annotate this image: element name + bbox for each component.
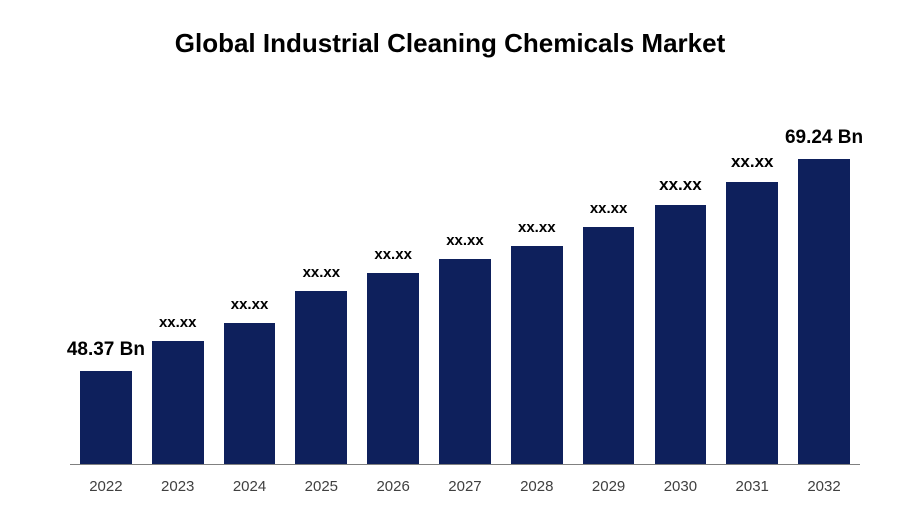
bar: [224, 323, 276, 464]
bar-group: xx.xx: [501, 100, 573, 464]
x-axis-label: 2029: [573, 478, 645, 495]
bar: [511, 246, 563, 464]
bar-group: xx.xx: [716, 100, 788, 464]
bar-group: xx.xx: [357, 100, 429, 464]
bar: [80, 371, 132, 464]
x-axis-label: 2025: [285, 478, 357, 495]
bar-group: xx.xx: [142, 100, 214, 464]
chart-title: Global Industrial Cleaning Chemicals Mar…: [0, 28, 900, 59]
bar-group: xx.xx: [285, 100, 357, 464]
bar-group: 48.37 Bn: [70, 100, 142, 464]
bar: [655, 205, 707, 464]
bar-group: xx.xx: [214, 100, 286, 464]
bar-group: xx.xx: [573, 100, 645, 464]
x-axis-label: 2027: [429, 478, 501, 495]
x-axis-label: 2022: [70, 478, 142, 495]
bar: [295, 291, 347, 464]
x-axis-label: 2031: [716, 478, 788, 495]
bar-group: xx.xx: [429, 100, 501, 464]
bar: [798, 159, 850, 464]
x-axis-label: 2032: [788, 478, 860, 495]
bar-value-label: 69.24 Bn: [774, 127, 874, 149]
x-axis-labels: 2022202320242025202620272028202920302031…: [70, 478, 860, 495]
bar: [367, 273, 419, 464]
x-axis-label: 2028: [501, 478, 573, 495]
x-axis-label: 2030: [645, 478, 717, 495]
bar-group: 69.24 Bn: [788, 100, 860, 464]
x-axis-label: 2026: [357, 478, 429, 495]
x-axis-label: 2024: [214, 478, 286, 495]
bar: [583, 227, 635, 464]
x-axis-label: 2023: [142, 478, 214, 495]
bar: [439, 259, 491, 464]
bars-container: 48.37 Bnxx.xxxx.xxxx.xxxx.xxxx.xxxx.xxxx…: [70, 100, 860, 465]
bar: [726, 182, 778, 464]
chart-plot-area: 48.37 Bnxx.xxxx.xxxx.xxxx.xxxx.xxxx.xxxx…: [70, 100, 860, 465]
bar: [152, 341, 204, 464]
